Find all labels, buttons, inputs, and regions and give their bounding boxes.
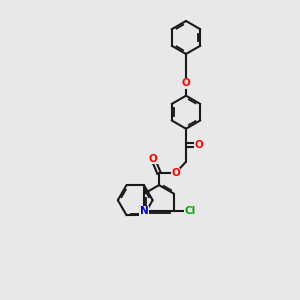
Text: O: O (171, 168, 180, 178)
Text: N: N (140, 206, 148, 216)
Text: O: O (148, 154, 158, 164)
Text: O: O (182, 78, 190, 88)
Text: Cl: Cl (185, 206, 196, 216)
Text: O: O (194, 140, 203, 150)
